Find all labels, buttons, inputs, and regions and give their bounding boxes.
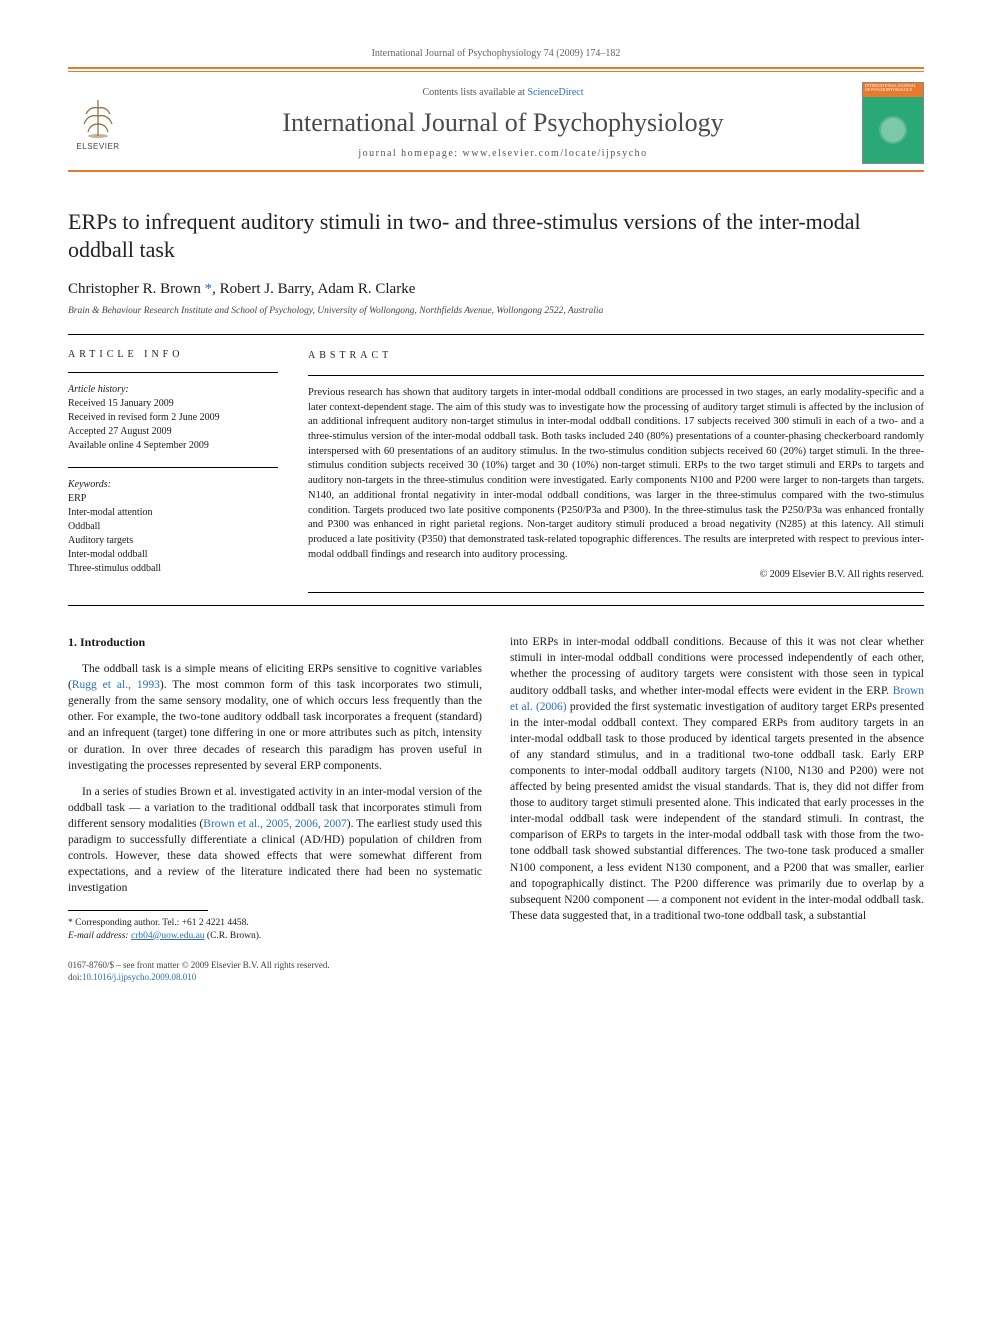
keyword-1: ERP: [68, 492, 278, 506]
contents-prefix: Contents lists available at: [422, 87, 527, 98]
intro-p1: The oddball task is a simple means of el…: [68, 661, 482, 774]
rule-above-body: [68, 605, 924, 606]
issn-line: 0167-8760/$ – see front matter © 2009 El…: [68, 960, 924, 972]
doi-link[interactable]: 10.1016/j.ijpsycho.2009.08.010: [82, 972, 196, 982]
history-revised: Received in revised form 2 June 2009: [68, 411, 278, 425]
intro-p1b: ). The most common form of this task inc…: [68, 679, 482, 771]
intro-p3a: into ERPs in inter-modal oddball conditi…: [510, 636, 924, 696]
history-online: Available online 4 September 2009: [68, 439, 278, 453]
journal-title: International Journal of Psychophysiolog…: [144, 108, 862, 138]
authors-line: Christopher R. Brown *, Robert J. Barry,…: [68, 281, 924, 298]
keyword-3: Oddball: [68, 520, 278, 534]
homepage-url: www.elsevier.com/locate/ijpsycho: [463, 148, 648, 159]
author-1: Christopher R. Brown: [68, 281, 201, 297]
rule-above-keywords: [68, 467, 278, 468]
article-info-column: ARTICLE INFO Article history: Received 1…: [68, 349, 278, 593]
rule-under-abstract: [308, 592, 924, 593]
contents-available: Contents lists available at ScienceDirec…: [144, 87, 862, 98]
email-label: E-mail address:: [68, 931, 131, 941]
body-columns: 1. Introduction The oddball task is a si…: [68, 634, 924, 942]
article-info-label: ARTICLE INFO: [68, 349, 278, 360]
corresponding-label: * Corresponding author. Tel.: +61 2 4221…: [68, 917, 482, 929]
orange-rule-bottom: [68, 170, 924, 172]
author-2: Robert J. Barry: [220, 281, 311, 297]
info-abstract-row: ARTICLE INFO Article history: Received 1…: [68, 349, 924, 593]
running-head: International Journal of Psychophysiolog…: [68, 48, 924, 59]
history-heading: Article history:: [68, 383, 278, 397]
right-column: into ERPs in inter-modal oddball conditi…: [510, 634, 924, 942]
left-column: 1. Introduction The oddball task is a si…: [68, 634, 482, 942]
abstract-copyright: © 2009 Elsevier B.V. All rights reserved…: [308, 568, 924, 582]
abstract-column: ABSTRACT Previous research has shown tha…: [308, 349, 924, 593]
article-history: Article history: Received 15 January 200…: [68, 383, 278, 453]
keywords-block: Keywords: ERP Inter-modal attention Oddb…: [68, 478, 278, 576]
keyword-6: Three-stimulus oddball: [68, 562, 278, 576]
keyword-2: Inter-modal attention: [68, 506, 278, 520]
affiliation: Brain & Behaviour Research Institute and…: [68, 306, 924, 316]
elsevier-tree-icon: [76, 96, 120, 140]
corresponding-star-icon: *: [205, 281, 213, 297]
keywords-heading: Keywords:: [68, 478, 278, 492]
sciencedirect-link[interactable]: ScienceDirect: [527, 87, 583, 98]
keyword-5: Inter-modal oddball: [68, 548, 278, 562]
doi-label: doi:: [68, 972, 82, 982]
short-rule: [68, 910, 208, 911]
abstract-label: ABSTRACT: [308, 349, 924, 363]
cover-mid: [863, 97, 923, 163]
page-footer: 0167-8760/$ – see front matter © 2009 El…: [68, 960, 924, 983]
cover-top-label: INTERNATIONAL JOURNAL OF PSYCHOPHYSIOLOG…: [863, 83, 923, 97]
journal-homepage: journal homepage: www.elsevier.com/locat…: [144, 148, 862, 159]
homepage-prefix: journal homepage:: [358, 148, 462, 159]
email-suffix: (C.R. Brown).: [205, 931, 262, 941]
intro-heading: 1. Introduction: [68, 634, 482, 651]
rule-above-info: [68, 334, 924, 335]
keyword-4: Auditory targets: [68, 534, 278, 548]
elsevier-text: ELSEVIER: [76, 142, 119, 151]
journal-cover-thumb: INTERNATIONAL JOURNAL OF PSYCHOPHYSIOLOG…: [862, 82, 924, 164]
rule-under-info-label: [68, 372, 278, 373]
corresponding-email-link[interactable]: crb04@uow.edu.au: [131, 931, 205, 941]
author-3: Adam R. Clarke: [317, 281, 415, 297]
cite-rugg-1993[interactable]: Rugg et al., 1993: [72, 679, 160, 691]
elsevier-logo: ELSEVIER: [68, 88, 128, 158]
corresponding-note: * Corresponding author. Tel.: +61 2 4221…: [68, 917, 482, 942]
cover-circle-icon: [879, 116, 907, 144]
header-center: Contents lists available at ScienceDirec…: [144, 87, 862, 159]
orange-rule-top: [68, 67, 924, 69]
intro-p3b: provided the first systematic investigat…: [510, 701, 924, 922]
intro-p2: In a series of studies Brown et al. inve…: [68, 784, 482, 897]
intro-p3: into ERPs in inter-modal oddball conditi…: [510, 634, 924, 924]
history-received: Received 15 January 2009: [68, 397, 278, 411]
article-title: ERPs to infrequent auditory stimuli in t…: [68, 208, 924, 263]
history-accepted: Accepted 27 August 2009: [68, 425, 278, 439]
cite-brown-2005-2007[interactable]: Brown et al., 2005, 2006, 2007: [203, 818, 346, 830]
rule-under-abstract-label: [308, 375, 924, 376]
journal-header: ELSEVIER Contents lists available at Sci…: [68, 72, 924, 170]
abstract-text: Previous research has shown that auditor…: [308, 386, 924, 562]
